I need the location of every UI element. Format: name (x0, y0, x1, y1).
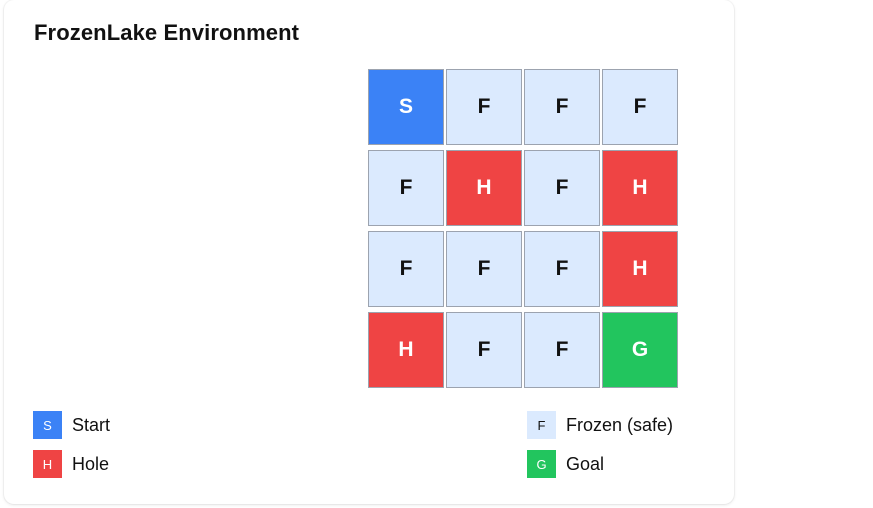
grid-cell: F (524, 69, 600, 145)
grid-cell: F (446, 69, 522, 145)
grid-cell: H (602, 231, 678, 307)
environment-card: FrozenLake Environment S F F F F H F H F… (4, 0, 734, 504)
legend-label-hole: Hole (72, 453, 110, 474)
legend-label-frozen: Frozen (safe) (566, 414, 674, 435)
frozenlake-grid: S F F F F H F H F F F H H F F G (368, 69, 684, 388)
grid-cell: F (524, 231, 600, 307)
grid-cell: S (368, 69, 444, 145)
grid-cell: F (446, 312, 522, 388)
legend-swatch-goal: G (527, 450, 556, 478)
grid-cell: F (602, 69, 678, 145)
legend-item-start: S Start (33, 411, 110, 439)
grid-cell: F (446, 231, 522, 307)
grid-cell: H (368, 312, 444, 388)
grid-cell: F (368, 231, 444, 307)
legend-label-goal: Goal (566, 453, 605, 474)
legend-item-goal: G Goal (527, 450, 604, 478)
legend-swatch-start: S (33, 411, 62, 439)
legend-item-hole: H Hole (33, 450, 109, 478)
grid-cell: F (524, 150, 600, 226)
legend-swatch-hole: H (33, 450, 62, 478)
legend-label-start: Start (72, 414, 111, 435)
grid-cell: G (602, 312, 678, 388)
page-title: FrozenLake Environment (34, 20, 300, 45)
grid-cell: F (524, 312, 600, 388)
grid-cell: F (368, 150, 444, 226)
grid-cell: H (446, 150, 522, 226)
grid-cell: H (602, 150, 678, 226)
legend-swatch-frozen: F (527, 411, 556, 439)
legend-item-frozen: F Frozen (safe) (527, 411, 673, 439)
